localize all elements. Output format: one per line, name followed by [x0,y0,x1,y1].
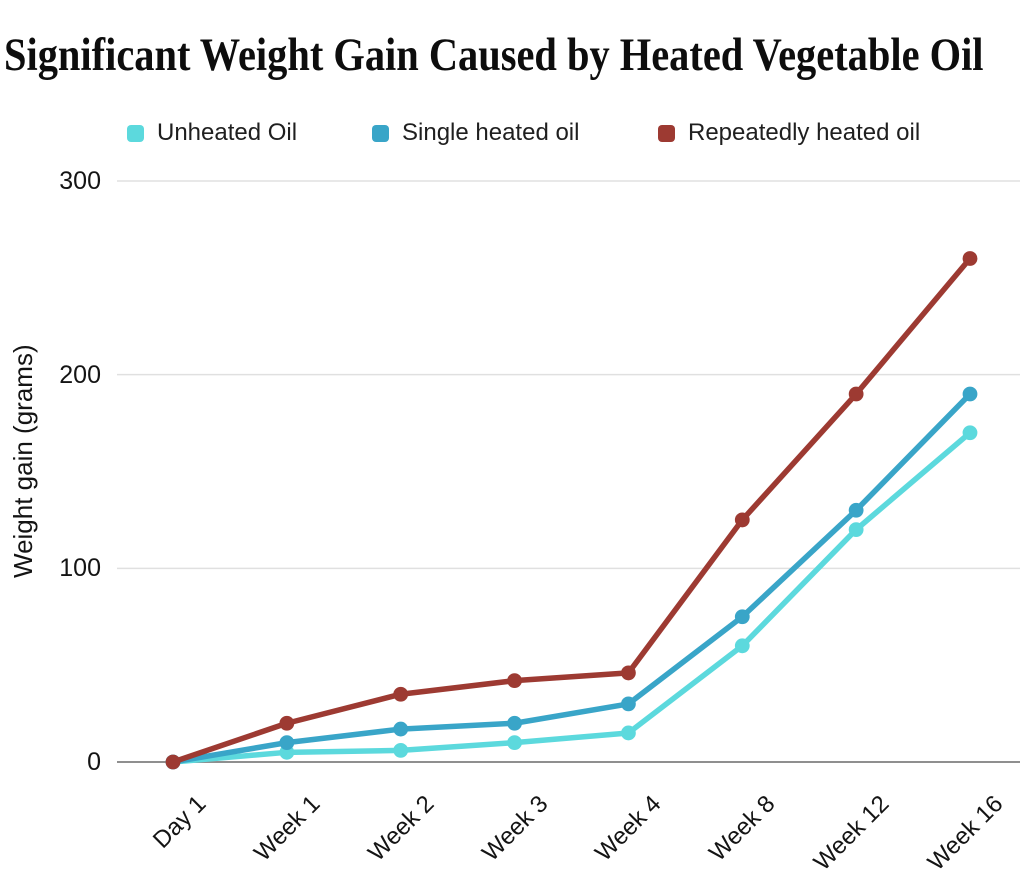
legend-item-repeatedly-heated-oil: Repeatedly heated oil [658,119,920,147]
y-tick-label-100: 100 [59,554,101,583]
legend-label-unheated-oil: Unheated Oil [157,119,298,146]
data-point-single-heated-oil-week-8 [734,609,750,625]
legend-swatch-repeatedly-heated-oil-icon [658,124,675,142]
legend-item-unheated-oil: Unheated Oil [127,119,297,147]
data-point-repeatedly-heated-oil-week-2 [393,686,409,702]
y-tick-label-300: 300 [59,167,101,195]
data-point-single-heated-oil-week-12 [848,502,864,518]
data-point-repeatedly-heated-oil-day-1 [165,754,181,770]
series-line-single-heated-oil [170,391,973,765]
data-point-unheated-oil-week-3 [507,735,522,751]
data-point-unheated-oil-week-2 [393,742,409,758]
series-line-repeatedly-heated-oil [170,255,973,765]
data-point-unheated-oil-week-12 [848,522,864,537]
y-tick-label-0: 0 [87,748,101,776]
series-line-unheated-oil [170,430,973,765]
y-tick-label-200: 200 [59,360,101,389]
data-point-repeatedly-heated-oil-week-8 [734,512,750,528]
data-point-repeatedly-heated-oil-week-4 [621,665,636,681]
data-point-unheated-oil-week-8 [734,638,750,654]
data-point-single-heated-oil-week-1 [279,735,295,751]
data-point-single-heated-oil-week-16 [962,386,978,402]
legend-label-single-heated-oil: Single heated oil [402,119,580,146]
data-point-unheated-oil-week-16 [962,425,978,441]
chart-title: Significant Weight Gain Caused by Heated… [4,29,984,81]
data-point-repeatedly-heated-oil-week-3 [507,673,522,689]
data-point-unheated-oil-week-4 [621,725,636,741]
data-point-single-heated-oil-week-3 [507,715,522,731]
data-point-single-heated-oil-week-2 [393,721,409,737]
legend-swatch-unheated-oil-icon [127,124,144,142]
data-point-repeatedly-heated-oil-week-12 [848,386,864,402]
legend-item-single-heated-oil: Single heated oil [372,119,579,147]
legend-swatch-single-heated-oil-icon [372,124,389,142]
data-point-single-heated-oil-week-4 [621,696,636,712]
legend-label-repeatedly-heated-oil: Repeatedly heated oil [688,119,921,146]
data-point-repeatedly-heated-oil-week-1 [279,715,295,731]
data-point-repeatedly-heated-oil-week-16 [962,251,978,266]
